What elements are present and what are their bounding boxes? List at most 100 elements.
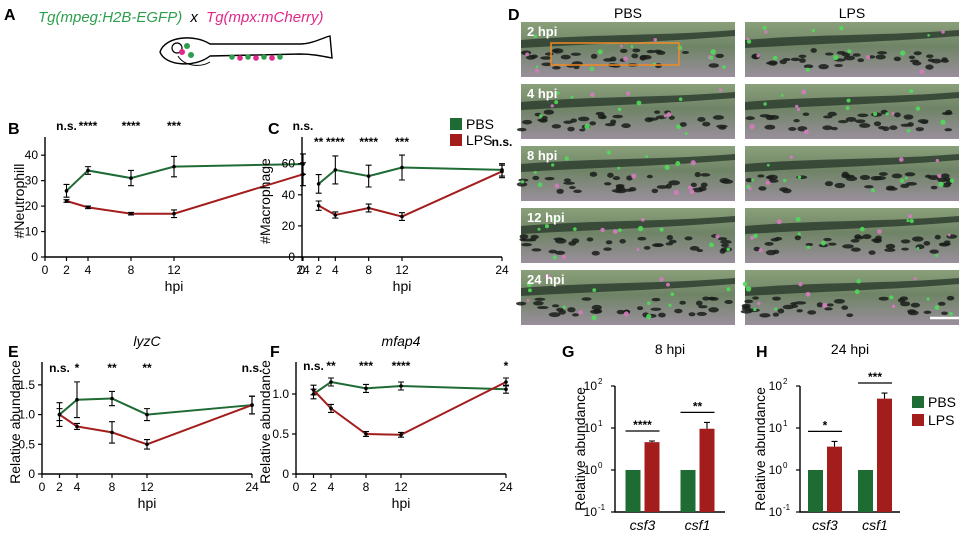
significance-label: n.s. xyxy=(303,359,324,373)
data-point xyxy=(364,432,368,436)
data-point xyxy=(311,388,316,392)
y-tick-label: 10 xyxy=(584,505,598,519)
x-tick-label: 4 xyxy=(74,480,81,494)
y-tick-label: 40 xyxy=(282,188,296,202)
data-point xyxy=(172,164,176,169)
category-label: csf1 xyxy=(685,517,711,533)
x-tick-label: 4 xyxy=(85,263,92,277)
significance-label: **** xyxy=(392,359,411,373)
x-tick-label: 12 xyxy=(167,263,181,277)
data-point xyxy=(64,199,69,203)
y-axis-label: Relative abundance xyxy=(572,387,588,511)
data-point xyxy=(329,406,333,411)
bar-pbs-csf3 xyxy=(625,470,641,512)
x-tick-label: 2 xyxy=(56,480,63,494)
micrograph-tile: 4 hpi xyxy=(516,84,735,139)
timepoint-label: 2 hpi xyxy=(527,24,557,39)
significance-label: n.s. xyxy=(293,119,314,133)
data-point xyxy=(333,213,338,217)
x-tick-label: 0 xyxy=(42,263,49,277)
legend-label-lps: LPS xyxy=(466,132,492,148)
legend-swatch-pbs xyxy=(912,396,924,408)
data-point xyxy=(57,412,62,417)
x-axis-label: hpi xyxy=(392,495,411,511)
category-label: csf3 xyxy=(630,517,656,533)
y-tick-label: 1.0 xyxy=(18,408,35,422)
bar-pbs-csf1 xyxy=(858,470,873,512)
legend-swatch-lps xyxy=(450,134,462,146)
bar-pbs-csf1 xyxy=(680,470,696,512)
y-tick-label: 10 xyxy=(584,463,598,477)
significance-label: *** xyxy=(167,119,181,133)
data-point xyxy=(145,442,149,447)
timepoint-label: 4 hpi xyxy=(527,86,557,101)
error-bar xyxy=(704,421,710,429)
chart-title: 8 hpi xyxy=(655,341,685,357)
y-tick-exponent: 2 xyxy=(783,377,788,386)
x-axis-label: hpi xyxy=(393,278,412,294)
y-tick-exponent: -1 xyxy=(783,503,791,512)
x-axis-label: hpi xyxy=(138,495,157,511)
y-tick-exponent: 1 xyxy=(783,419,788,428)
data-point xyxy=(399,384,403,388)
x-tick-label: 4 xyxy=(328,480,335,494)
significance-label: *** xyxy=(868,370,882,384)
x-tick-label: 2 xyxy=(63,263,70,277)
bar-pbs-csf3 xyxy=(808,470,823,512)
significance-label: n.s. xyxy=(492,135,513,149)
y-tick-label: 0 xyxy=(31,250,38,264)
y-tick-exponent: -1 xyxy=(598,503,606,512)
transgene-labels: Tg(mpeg:H2B-EGFP) x Tg(mpx:mCherry) xyxy=(38,9,324,26)
micrograph-tile xyxy=(745,146,959,201)
x-tick-label: 0 xyxy=(293,480,300,494)
bar-lps-csf1 xyxy=(877,398,892,512)
significance-label: ** xyxy=(314,135,324,149)
error-bar xyxy=(831,440,838,447)
y-tick-label: 20 xyxy=(282,219,296,233)
chart-title: 24 hpi xyxy=(831,341,869,357)
micrograph-tile: 12 hpi xyxy=(519,208,735,263)
y-tick-label: 1.5 xyxy=(18,378,35,392)
micrograph-tile xyxy=(745,22,959,77)
column-header-lps: LPS xyxy=(839,5,865,21)
significance-label: n.s. xyxy=(56,119,77,133)
y-tick-label: 1.0 xyxy=(272,387,289,401)
data-point xyxy=(75,424,79,429)
data-point xyxy=(504,380,508,384)
legend-swatch-pbs xyxy=(450,118,462,130)
significance-label: * xyxy=(823,418,828,432)
series-line-pbs xyxy=(58,397,253,416)
error-bar xyxy=(881,392,888,399)
x-tick-label: 4 xyxy=(332,263,339,277)
category-label: csf1 xyxy=(862,517,888,533)
panel-letter: B xyxy=(8,121,20,138)
axes xyxy=(295,362,506,475)
data-point xyxy=(364,386,368,391)
x-axis-label: hpi xyxy=(165,278,184,294)
panel-letter: A xyxy=(4,7,16,24)
y-tick-label: 10 xyxy=(769,463,783,477)
significance-label: n.s. xyxy=(242,361,263,375)
timepoint-label: 8 hpi xyxy=(527,148,557,163)
y-tick-label: 10 xyxy=(584,379,598,393)
significance-label: *** xyxy=(359,359,373,373)
x-tick-label: 24 xyxy=(245,480,259,494)
series-line-lps xyxy=(312,381,507,436)
cross-symbol: x xyxy=(189,9,198,26)
data-point xyxy=(316,203,321,208)
significance-label: **** xyxy=(79,119,98,133)
data-point xyxy=(64,189,69,193)
roi-box xyxy=(550,42,680,66)
data-point xyxy=(172,211,176,216)
x-tick-label: 2 xyxy=(315,263,322,277)
y-tick-label: 0.5 xyxy=(18,437,35,451)
y-tick-label: 10 xyxy=(769,379,783,393)
x-tick-label: 8 xyxy=(363,480,370,494)
y-axis-label: Relative abundance xyxy=(7,360,23,484)
micrograph-tile: 8 hpi xyxy=(516,146,735,201)
